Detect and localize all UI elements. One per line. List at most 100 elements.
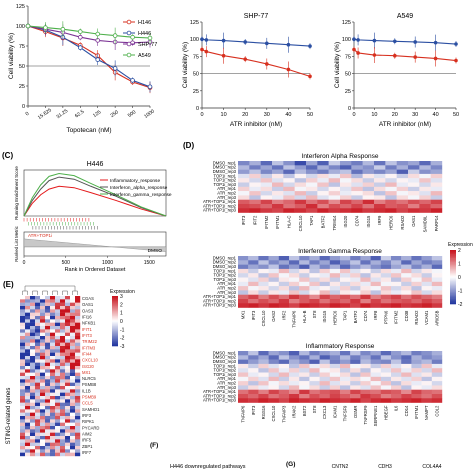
heatmap-cell bbox=[45, 442, 51, 447]
heatmap-cell bbox=[319, 372, 330, 377]
heatmap-cell bbox=[65, 326, 71, 330]
heatmap-cell bbox=[431, 273, 443, 278]
heatmap-cell bbox=[351, 191, 363, 196]
gene-label: CDH3 bbox=[378, 464, 392, 470]
heatmap-cell bbox=[40, 316, 46, 320]
heatmap-cell bbox=[35, 329, 41, 333]
heatmap-cell bbox=[268, 303, 279, 308]
heatmap-cell bbox=[25, 376, 31, 380]
heatmap-col-label: IFIT3 bbox=[241, 215, 246, 225]
panel-e-heatmap: CGASOAS1OAS3IFI16NFKB1IFIT1IFIT3TRIM22IF… bbox=[6, 285, 135, 457]
y-tick-label: 25 bbox=[19, 84, 25, 90]
heatmap-cell bbox=[20, 319, 26, 323]
heatmap-cell bbox=[238, 372, 249, 377]
heatmap-row-label: MX1 bbox=[82, 370, 91, 375]
heatmap-cell bbox=[40, 389, 46, 393]
gene-label: CNTN2 bbox=[332, 464, 349, 470]
heatmap-cell bbox=[60, 302, 66, 307]
heatmap-cell bbox=[421, 355, 432, 360]
heatmap-cell bbox=[385, 186, 397, 192]
legend-swatch bbox=[450, 264, 456, 267]
heatmap-cell bbox=[306, 199, 318, 205]
panel-g-label: (G) bbox=[286, 461, 295, 468]
heatmap-cell bbox=[35, 336, 41, 340]
heatmap-cell bbox=[30, 436, 36, 440]
heatmap-cell bbox=[45, 376, 51, 380]
heatmap-cell bbox=[238, 299, 249, 304]
heatmap-cell bbox=[249, 199, 261, 205]
heatmap-cell bbox=[419, 199, 431, 205]
heatmap-col-label: SAMD9L bbox=[423, 215, 428, 232]
heatmap-cell bbox=[328, 208, 341, 213]
heatmap-cell bbox=[362, 161, 375, 166]
heatmap-cell bbox=[55, 376, 61, 380]
heatmap-cell bbox=[430, 161, 443, 166]
data-point bbox=[43, 25, 48, 30]
heatmap-cell bbox=[25, 356, 31, 360]
heatmap-cell bbox=[30, 446, 36, 450]
heatmap-cell bbox=[360, 363, 371, 369]
heatmap-cell bbox=[360, 385, 371, 390]
heatmap-cell bbox=[35, 302, 41, 307]
data-point bbox=[265, 62, 269, 66]
heatmap-cell bbox=[268, 381, 279, 386]
heatmap-cell bbox=[374, 195, 386, 200]
heatmap-cell bbox=[75, 306, 81, 310]
heatmap-cell bbox=[350, 372, 361, 377]
heatmap-cell bbox=[340, 256, 351, 261]
heatmap-cell bbox=[40, 416, 46, 420]
heatmap-cell bbox=[299, 398, 310, 403]
heatmap-cell bbox=[299, 273, 310, 278]
heatmap-cell bbox=[75, 296, 81, 300]
legend-swatch bbox=[112, 298, 118, 301]
heatmap-cell bbox=[431, 355, 443, 360]
heatmap-cell bbox=[238, 359, 249, 365]
heatmap-cell bbox=[65, 359, 71, 363]
heatmap-cell bbox=[55, 406, 61, 410]
heatmap-cell bbox=[391, 256, 402, 261]
heatmap-row-label: CGAS bbox=[82, 296, 94, 301]
heatmap-cell bbox=[362, 165, 375, 170]
heatmap-cell bbox=[299, 376, 310, 382]
heatmap-cell bbox=[65, 376, 71, 380]
heatmap-row-label: CCL5 bbox=[82, 401, 93, 406]
heatmap-cell bbox=[50, 392, 56, 397]
heatmap-cell bbox=[370, 368, 381, 373]
heatmap-col-label: RGS16 bbox=[261, 405, 266, 419]
heatmap-cell bbox=[362, 191, 375, 196]
heatmap-cell bbox=[431, 290, 443, 295]
heatmap-cell bbox=[20, 352, 26, 357]
heatmap-row-label: ATR_rep1 bbox=[217, 281, 236, 286]
heatmap-cell bbox=[401, 372, 412, 377]
heatmap-cell bbox=[258, 303, 269, 308]
heatmap-cell bbox=[350, 256, 361, 261]
heatmap-cell bbox=[328, 204, 341, 209]
heatmap-cell bbox=[20, 346, 26, 350]
heatmap-cell bbox=[309, 290, 320, 295]
heatmap-cell bbox=[385, 191, 397, 196]
heatmap-cell bbox=[340, 178, 352, 183]
heatmap-cell bbox=[374, 208, 386, 213]
heatmap-cell bbox=[20, 359, 26, 363]
heatmap-cell bbox=[45, 396, 51, 400]
heatmap-cell bbox=[25, 452, 31, 457]
heatmap-cell bbox=[55, 419, 61, 423]
heatmap-cell bbox=[362, 195, 375, 200]
heatmap-col-label: OSMR bbox=[353, 406, 358, 419]
heatmap-row-label: TOP1i_rep2 bbox=[213, 178, 236, 183]
heatmap-cell bbox=[65, 389, 71, 393]
heatmap-cell bbox=[30, 452, 36, 457]
heatmap-cell bbox=[65, 406, 71, 410]
series-line bbox=[27, 25, 151, 88]
x-axis-label: Topotecan (nM) bbox=[66, 127, 111, 134]
heatmap-cell bbox=[411, 385, 422, 390]
heatmap-cell bbox=[65, 412, 71, 417]
heatmap-cell bbox=[55, 346, 61, 350]
heatmap-cell bbox=[60, 362, 66, 367]
heatmap-cell bbox=[421, 376, 432, 382]
heatmap-cell bbox=[70, 399, 76, 403]
heatmap-cell bbox=[65, 452, 71, 457]
heatmap-cell bbox=[50, 416, 56, 420]
heatmap-cell bbox=[75, 362, 81, 367]
legend-swatch bbox=[450, 302, 456, 305]
